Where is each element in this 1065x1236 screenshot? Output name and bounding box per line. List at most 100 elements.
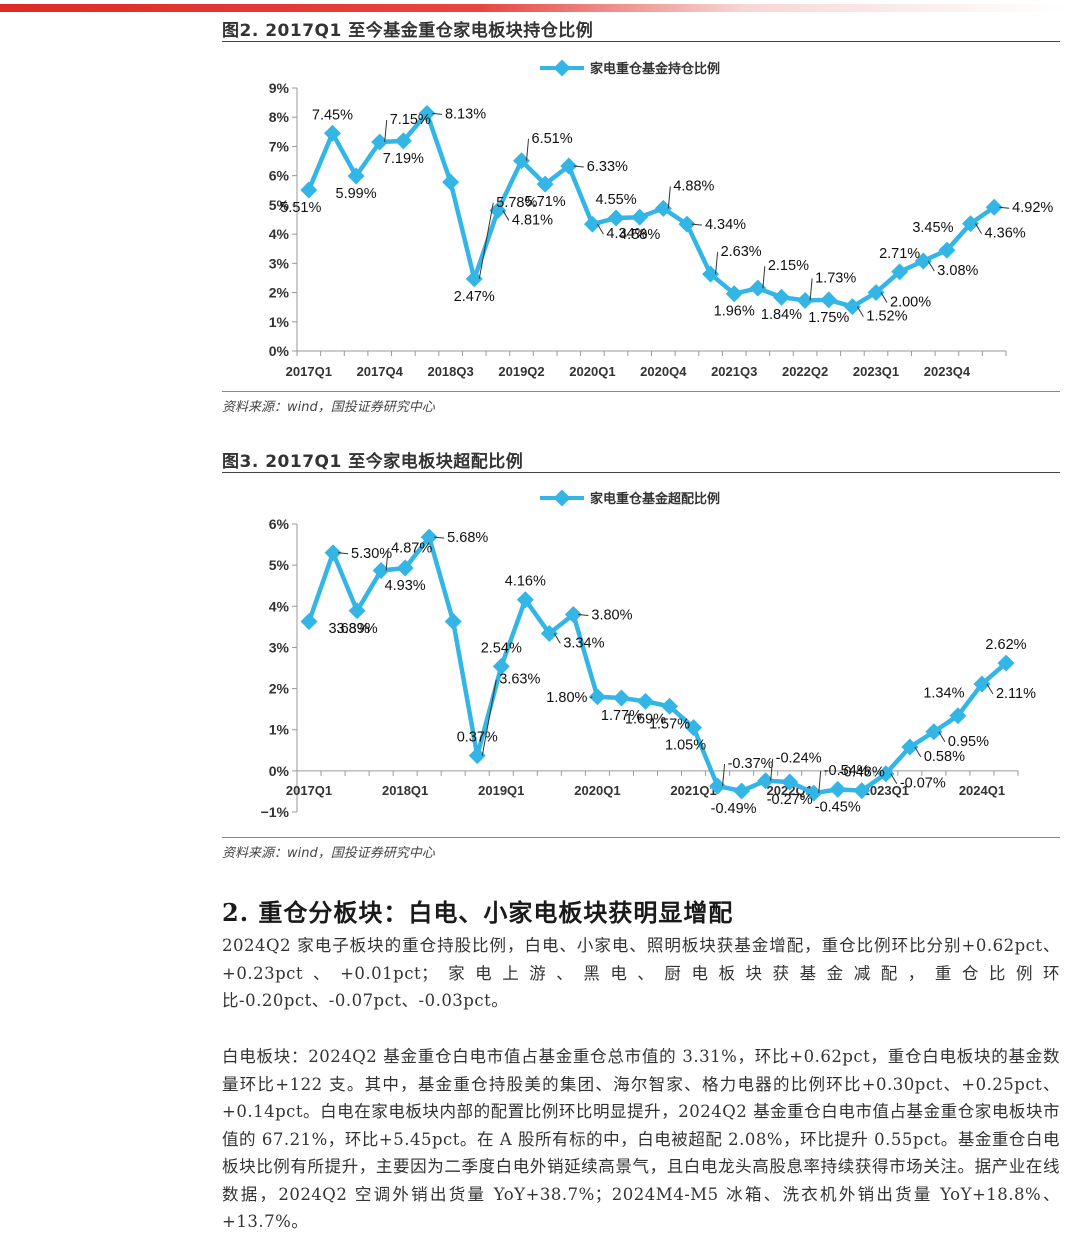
data-label: 2.00% [890, 295, 931, 311]
x-tick-label: 2018Q1 [382, 783, 428, 798]
data-label: 0.58% [924, 749, 965, 765]
x-tick-label: 2020Q1 [569, 364, 615, 379]
data-label: 3.45% [912, 220, 953, 236]
x-tick-label: 2021Q1 [670, 783, 716, 798]
data-point [997, 654, 1015, 672]
data-point [867, 284, 885, 302]
data-label: 4.87% [391, 540, 432, 556]
series-line [306, 534, 1008, 796]
data-label: 5.71% [525, 194, 566, 210]
data-point [796, 291, 814, 309]
series-line [306, 111, 996, 309]
y-tick-label: 1% [269, 722, 290, 738]
data-label: 1.52% [866, 309, 907, 325]
data-point [914, 252, 932, 270]
y-tick-label: 2% [269, 681, 290, 697]
data-label: 4.92% [1012, 200, 1053, 216]
label-leader [762, 266, 766, 289]
y-tick-label: 0% [269, 343, 290, 359]
data-point [612, 689, 630, 707]
data-label: 2.11% [996, 686, 1036, 702]
x-tick-label: 2017Q4 [357, 364, 404, 379]
data-point [468, 747, 486, 765]
data-point [925, 723, 943, 741]
data-label: 3.08% [937, 263, 978, 279]
legend-marker [553, 59, 571, 77]
figure2-chart: 家电重仓基金持仓比例 0% 1% 2% 3% 4% 5% 6% 7% 8% 9% 2017Q1 2017… [269, 59, 1053, 379]
data-point [323, 124, 341, 142]
data-label: 1.75% [808, 310, 849, 326]
label-leader [938, 731, 946, 743]
figure3-source: 资料来源：wind，国投证券研究中心 [222, 846, 435, 861]
data-label: 3.63% [499, 672, 540, 688]
data-point [749, 279, 767, 297]
x-tick-label: 2020Q4 [640, 364, 687, 379]
section-heading: 2. 重仓分板块：白电、小家电板块获明显增配 [222, 898, 734, 927]
x-tick-label: 2019Q2 [498, 364, 544, 379]
label-leader [590, 696, 593, 699]
data-label: 4.88% [673, 178, 714, 194]
data-point [418, 104, 436, 122]
data-point [733, 782, 751, 800]
label-leader [722, 764, 726, 787]
data-point [901, 738, 919, 756]
y-tick-label: 0% [269, 763, 290, 779]
data-point [805, 784, 823, 802]
data-point [607, 209, 625, 227]
y-tick-label: 4% [269, 598, 290, 614]
label-leader [880, 292, 888, 303]
label-leader [975, 223, 982, 234]
label-leader [667, 186, 671, 209]
data-point [371, 133, 389, 151]
label-leader [573, 165, 584, 168]
x-tick-label: 2017Q1 [286, 783, 332, 798]
data-point [631, 208, 649, 226]
data-point [300, 181, 318, 199]
data-point [702, 265, 720, 283]
label-leader [502, 210, 510, 221]
label-leader [385, 548, 389, 571]
data-point [781, 773, 799, 791]
data-label: -0.27% [767, 792, 813, 808]
data-label: 4.16% [505, 574, 546, 590]
data-label: 7.19% [383, 151, 424, 167]
legend-label: 家电重仓基金持仓比例 [590, 61, 720, 76]
paragraph-white-goods: 白电板块：2024Q2 基金重仓白电市值占基金重仓总市值的 3.31%，环比+0… [222, 1047, 1060, 1231]
data-label: -0.24% [776, 751, 822, 767]
data-point [949, 707, 967, 725]
data-label: 4.34% [705, 217, 746, 233]
x-tick-label: 2023Q1 [863, 783, 909, 798]
figure2-top-rule [222, 41, 1060, 42]
x-tick-label: 2020Q1 [574, 783, 620, 798]
data-label: 6.33% [587, 159, 628, 175]
data-point [394, 132, 412, 150]
y-tick-label: 3% [269, 255, 290, 271]
data-label: 5.99% [336, 186, 377, 202]
label-leader [914, 746, 922, 758]
data-point [444, 613, 462, 630]
data-point [489, 201, 507, 219]
label-leader [384, 120, 388, 143]
y-tick-label: −1% [261, 804, 290, 820]
data-label: 5.78% [496, 195, 537, 211]
data-point [820, 291, 838, 309]
data-label: 1.80% [546, 690, 587, 706]
data-label: 1.34% [923, 686, 964, 702]
data-point [829, 780, 847, 798]
x-tick-label: 2023Q4 [924, 364, 971, 379]
label-leader [526, 138, 530, 161]
data-label: 7.45% [312, 107, 353, 123]
y-tick-label: 4% [269, 226, 290, 242]
data-label: 4.36% [985, 226, 1026, 242]
data-point [757, 772, 775, 790]
header-accent-bar [0, 4, 1065, 12]
y-tick-label: 8% [269, 109, 290, 125]
data-label: 1.57% [649, 716, 690, 732]
data-label: 5.30% [351, 546, 392, 562]
data-label: 3.89% [337, 621, 378, 637]
data-label: 0.95% [948, 734, 989, 750]
x-tick-label: 2017Q1 [286, 364, 332, 379]
data-label: 1.77% [601, 708, 642, 724]
data-label: 4.81% [512, 212, 553, 228]
data-point [725, 285, 743, 303]
